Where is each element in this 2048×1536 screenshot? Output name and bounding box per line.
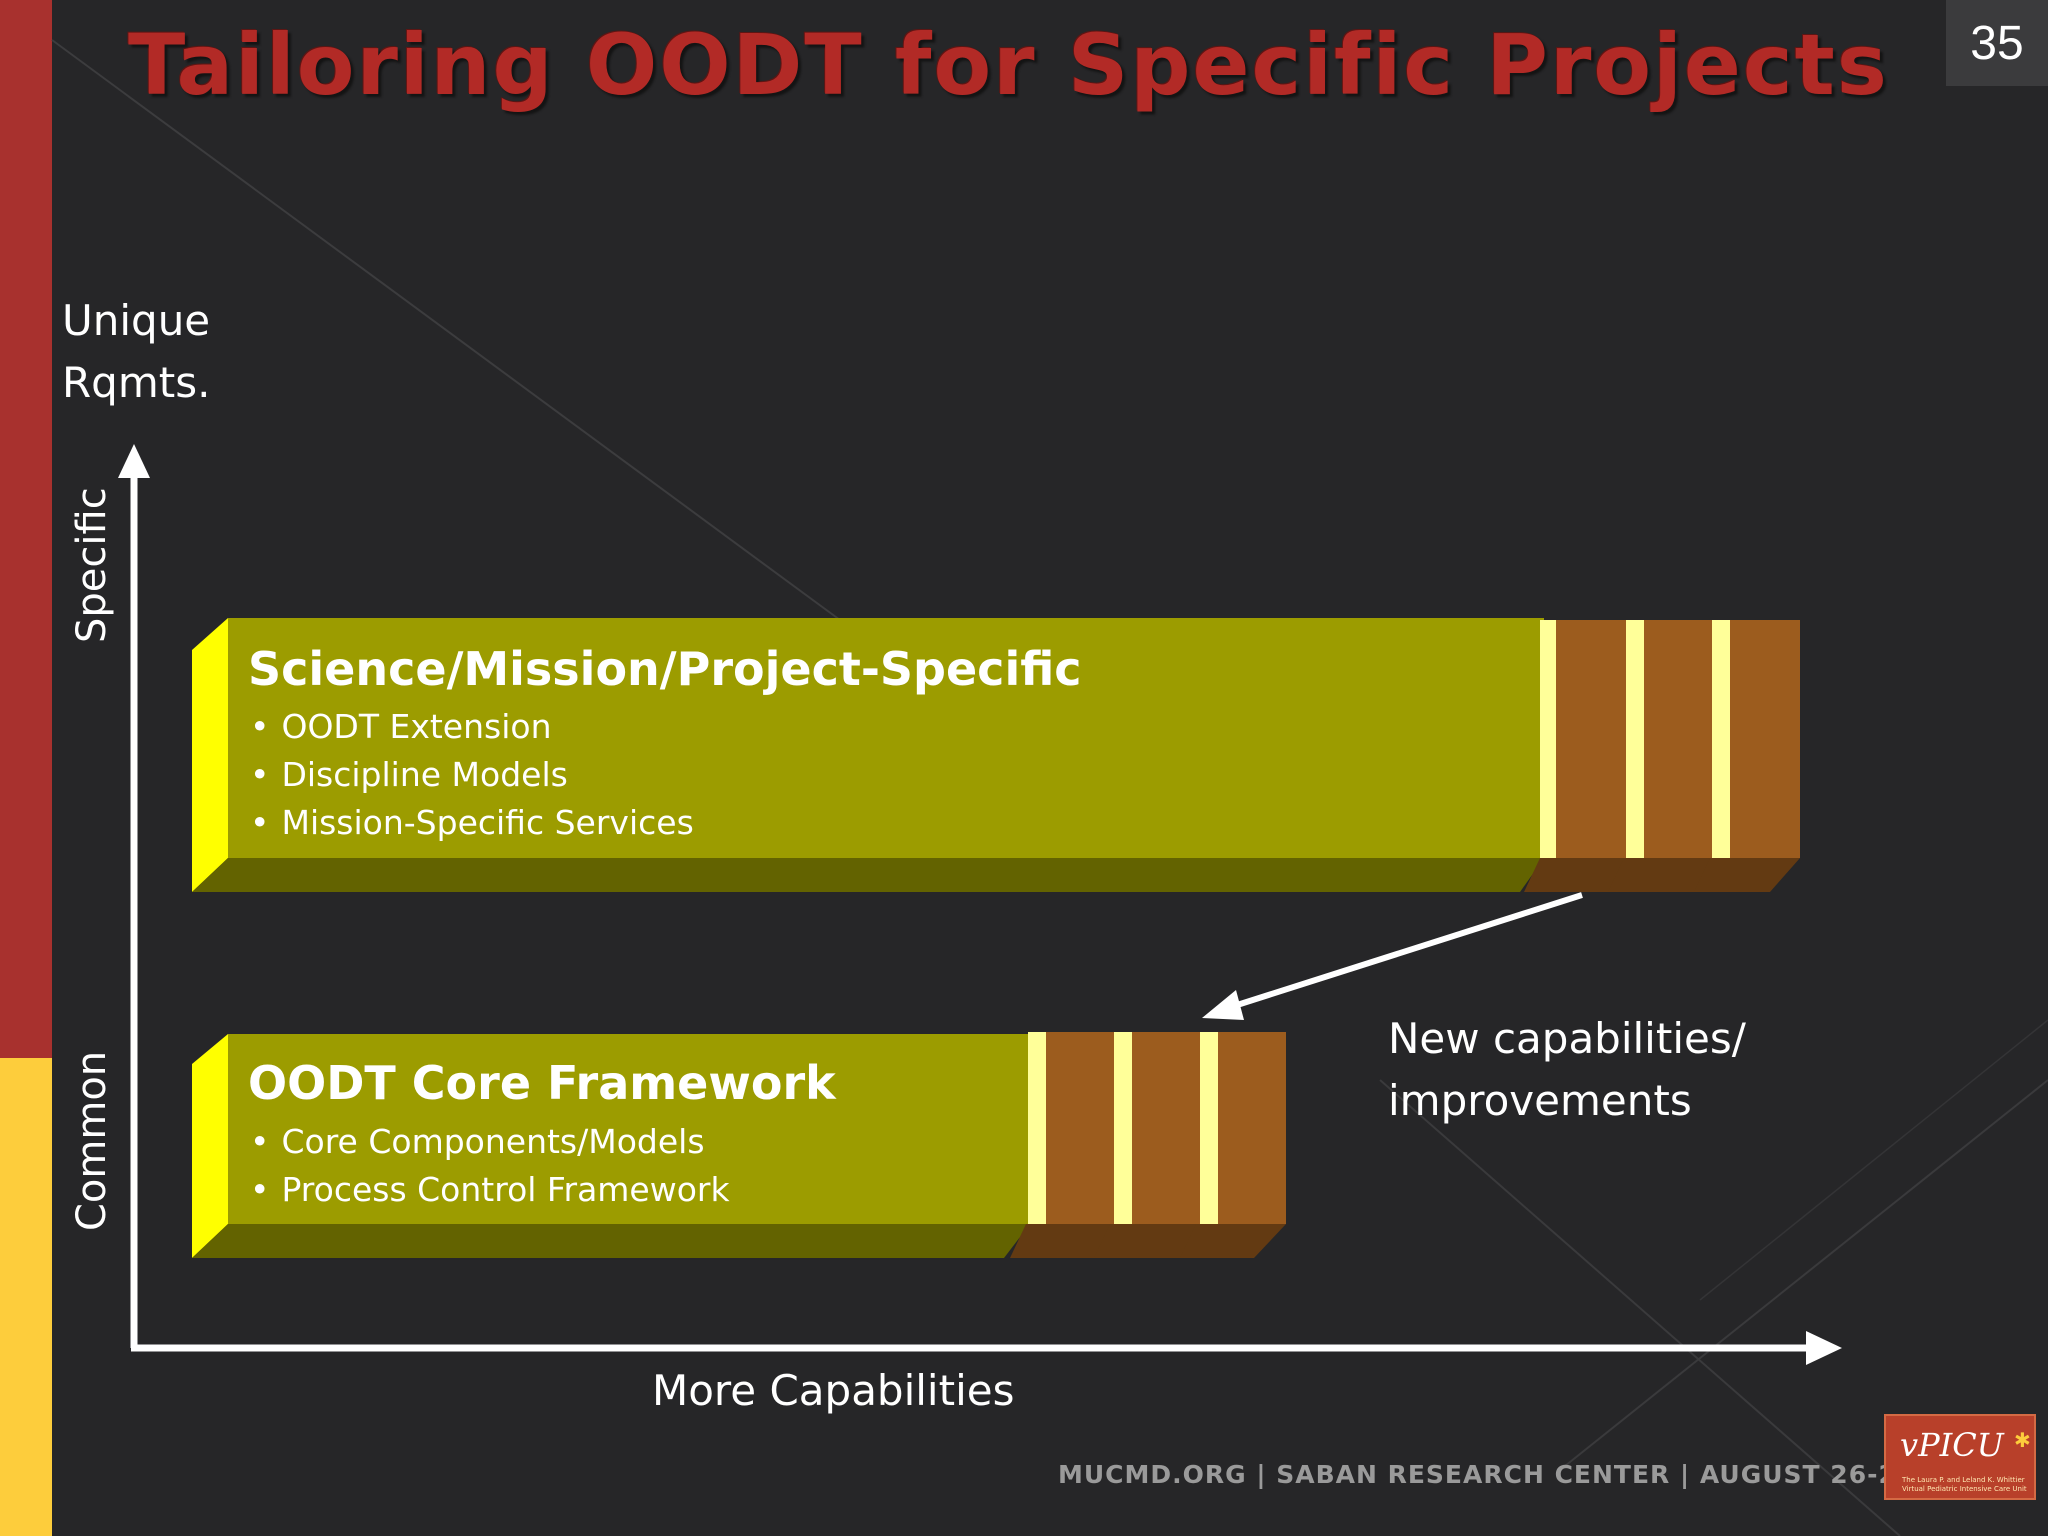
lower-box-bottom-face	[192, 1224, 1030, 1258]
upper-box-bottom-face	[192, 858, 1544, 892]
upper-box-left-face	[192, 618, 228, 892]
red-side-stripe	[0, 0, 52, 1058]
upper-bullet-1: OODT Extension	[250, 703, 694, 751]
lower-box-title: OODT Core Framework	[248, 1056, 836, 1110]
x-axis-arrowhead	[1806, 1331, 1842, 1365]
y-axis-title-line-2: Rqmts.	[62, 358, 211, 407]
lower-block-2	[1094, 1032, 1200, 1258]
upper-box-bullets: OODT Extension Discipline Models Mission…	[250, 703, 694, 847]
upper-extension-blocks	[1524, 620, 1800, 892]
logo-subtitle: The Laura P. and Leland K. Whittier Virt…	[1902, 1476, 2032, 1494]
upper-bullet-2: Discipline Models	[250, 751, 694, 799]
lower-block-3	[1180, 1032, 1286, 1258]
new-capabilities-annotation: New capabilities/ improvements	[1388, 1008, 1746, 1132]
lower-bullet-2: Process Control Framework	[250, 1166, 729, 1214]
yellow-side-stripe	[0, 1058, 52, 1536]
footer-text: MUCMD.ORG | SABAN RESEARCH CENTER | AUGU…	[1058, 1460, 1999, 1489]
upper-bullet-3: Mission-Specific Services	[250, 799, 693, 847]
lower-bullet-1: Core Components/Models	[250, 1118, 730, 1166]
slide-title: Tailoring OODT for Specific Projects	[128, 16, 1889, 114]
annotation-line-1: New capabilities/	[1388, 1014, 1746, 1063]
lower-extension-blocks	[1010, 1032, 1286, 1258]
logo-subtitle-line-1: The Laura P. and Leland K. Whittier	[1902, 1476, 2025, 1484]
y-axis-title: Unique Rqmts.	[62, 290, 210, 414]
upper-block-1	[1524, 620, 1626, 892]
logo-subtitle-line-2: Virtual Pediatric Intensive Care Unit	[1902, 1485, 2027, 1493]
lower-box-left-face	[192, 1034, 228, 1258]
upper-box-title: Science/Mission/Project-Specific	[248, 642, 1082, 696]
annotation-line-2: improvements	[1388, 1076, 1692, 1125]
upper-block-3	[1694, 620, 1800, 892]
logo-star-icon: ✱	[2014, 1428, 2031, 1452]
vpicu-logo: vPICU ✱ The Laura P. and Leland K. Whitt…	[1884, 1414, 2036, 1500]
migration-arrowhead	[1202, 990, 1244, 1020]
y-axis-title-line-1: Unique	[62, 296, 211, 345]
lower-box-bullets: Core Components/Models Process Control F…	[250, 1118, 730, 1214]
lower-block-1	[1010, 1032, 1114, 1258]
upper-block-2	[1608, 620, 1712, 892]
migration-arrow-line	[1233, 892, 1583, 1009]
y-axis-arrowhead	[118, 444, 150, 478]
slide-number: 35	[1946, 0, 2048, 86]
logo-name: vPICU	[1900, 1426, 2004, 1464]
x-axis-title: More Capabilities	[652, 1366, 1015, 1415]
